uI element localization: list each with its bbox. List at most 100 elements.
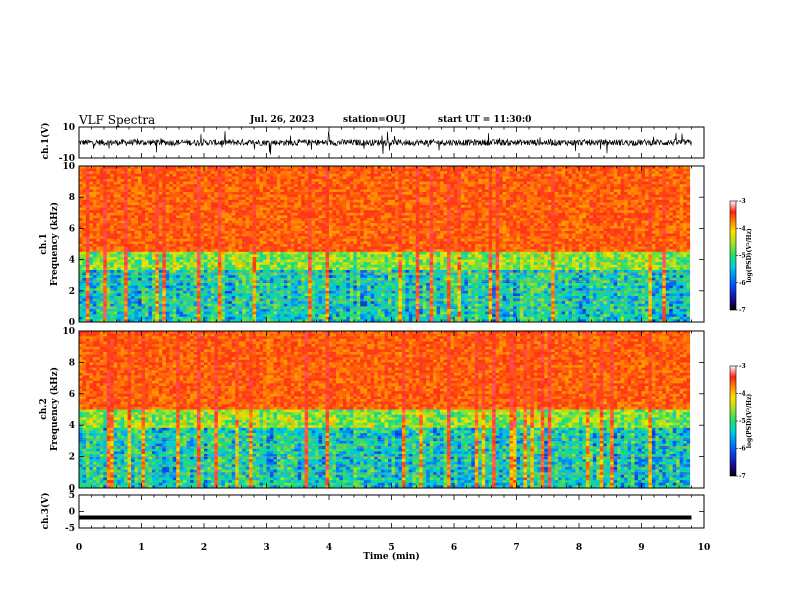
ch1-spectrogram-cell [353, 293, 358, 297]
ch1-spectrogram-cell [151, 259, 156, 263]
ch1-spectrogram-cell [85, 301, 90, 305]
ch1-spectrogram-cell [266, 267, 271, 271]
ch1-spectrogram-cell [144, 316, 149, 320]
ch1-spectrogram-cell [311, 215, 316, 219]
ch1-spectrogram-cell [259, 199, 264, 203]
ch1-spectrogram-cell [311, 257, 316, 260]
ch1-spectrogram-cell [113, 181, 118, 185]
ch1-spectrogram-cell [117, 202, 122, 206]
ch1-spectrogram-cell [127, 176, 132, 180]
ch1-spectrogram-cell [329, 171, 333, 175]
ch1-spectrogram-cell [221, 319, 226, 323]
ch1-spectrogram-cell [353, 233, 358, 237]
ch1-spectrogram-cell [183, 173, 188, 177]
ch1-spectrogram-cell [301, 228, 306, 232]
ch1-spectrogram-cell [186, 194, 191, 198]
ch1-spectrogram-cell [301, 189, 306, 193]
ch1-spectrogram-cell [190, 259, 194, 263]
ch1-spectrogram-cell [144, 272, 149, 276]
ch1-spectrogram-cell [353, 231, 358, 234]
ch1-spectrogram-cell [204, 303, 208, 307]
ch1-spectrogram-cell [134, 210, 139, 214]
ch1-spectrogram-cell [92, 275, 97, 279]
ch1-spectrogram-cell [266, 238, 271, 242]
ch1-spectrogram-cell [155, 225, 160, 229]
ch1-spectrogram-cell [318, 285, 323, 289]
ch1-spectrogram-cell [148, 171, 153, 175]
ch1-spectrogram-cell [315, 186, 319, 190]
ch1-spectrogram-cell [256, 272, 260, 276]
ch1-spectrogram-cell [85, 176, 90, 180]
ch1-spectrogram-cell [193, 176, 198, 180]
ch1-spectrogram-cell [113, 303, 118, 307]
ch1-spectrogram-cell [207, 225, 212, 229]
ch1-spectrogram-cell [200, 311, 205, 315]
ch1-spectrogram-cell [79, 311, 83, 315]
ch1-spectrogram-cell [297, 272, 302, 276]
ch1-spectrogram-cell [127, 189, 132, 193]
ch1-spectrogram-cell [249, 264, 254, 268]
ch1-spectrogram-cell [79, 233, 83, 237]
ch1-spectrogram-cell [82, 241, 87, 245]
ch1-spectrogram-cell [297, 194, 302, 198]
ch1-spectrogram-cell [290, 270, 295, 273]
ch1-spectrogram-cell [106, 173, 111, 177]
ch1-spectrogram-cell [266, 301, 271, 305]
ch1-spectrogram-cell [349, 197, 354, 201]
ch1-spectrogram-cell [197, 189, 201, 193]
ch1-spectrogram-cell [304, 285, 309, 289]
ch1-spectrogram-cell [231, 218, 236, 221]
ch1-spectrogram-cell [183, 290, 188, 294]
ch1-spectrogram-cell [106, 179, 111, 182]
ch1-spectrogram-cell [92, 246, 97, 250]
ch1-spectrogram-cell [89, 254, 94, 258]
ch1-spectrogram-cell [283, 316, 288, 320]
ch1-spectrogram-cell [85, 259, 90, 263]
ch1-spectrogram-cell [346, 309, 351, 312]
ch1-spectrogram-cell [287, 220, 292, 224]
ch1-spectrogram-cell [144, 254, 149, 258]
ch1-spectrogram-cell [92, 176, 97, 180]
ch1-spectrogram-cell [304, 277, 309, 281]
ch1-spectrogram-cell [169, 197, 174, 201]
ch1-spectrogram-cell [266, 244, 271, 247]
ch1-spectrogram-cell [228, 246, 233, 250]
ch1-spectrogram-cell [322, 283, 326, 286]
ch1-spectrogram-cell [113, 236, 118, 240]
ch1-spectrogram-cell [252, 257, 257, 260]
ch1-spectrogram-cell [79, 179, 83, 182]
ch1-spectrogram-cell [134, 171, 139, 175]
ch1-spectrogram-cell [249, 179, 254, 182]
ch1-spectrogram-cell [339, 293, 344, 297]
ch1-spectrogram-cell [290, 259, 295, 263]
ch1-spectrogram-cell [294, 168, 299, 172]
ch1-spectrogram-cell [106, 166, 111, 169]
ch1-spectrogram-cell [92, 186, 97, 190]
ch1-spectrogram-cell [276, 262, 281, 266]
ch1-spectrogram-cell [138, 246, 142, 250]
ch1-spectrogram-cell [89, 210, 94, 214]
ch1-spectrogram-cell [356, 225, 361, 229]
ch1-spectrogram-cell [346, 319, 351, 323]
ch1-spectrogram-cell [349, 168, 354, 172]
ch1-spectrogram-cell [134, 184, 139, 188]
ch1-spectrogram-cell [120, 251, 125, 255]
ch1-spectrogram-cell [99, 215, 104, 219]
ch1-spectrogram-cell [297, 233, 302, 237]
ch1-spectrogram-cell [103, 254, 108, 258]
ch1-spectrogram-cell [266, 283, 271, 286]
ch1-spectrogram-cell [335, 301, 340, 305]
ch1-spectrogram-cell [269, 259, 274, 263]
ch1-spectrogram-cell [120, 181, 125, 185]
ch1-spectrogram-cell [176, 270, 181, 273]
ch1-spectrogram-cell [256, 283, 260, 286]
ch1-spectrogram-cell [283, 231, 288, 234]
ch1-spectrogram-cell [308, 207, 313, 211]
ch1-spectrogram-cell [325, 267, 330, 271]
ch1-spectrogram-cell [79, 197, 83, 201]
ch1-spectrogram-cell [151, 173, 156, 177]
ch1-spectrogram-cell [269, 238, 274, 242]
ch1-spectrogram-cell [79, 319, 83, 323]
ch1-spectrogram-cell [311, 288, 316, 292]
ch1-spectrogram-cell [79, 270, 83, 273]
